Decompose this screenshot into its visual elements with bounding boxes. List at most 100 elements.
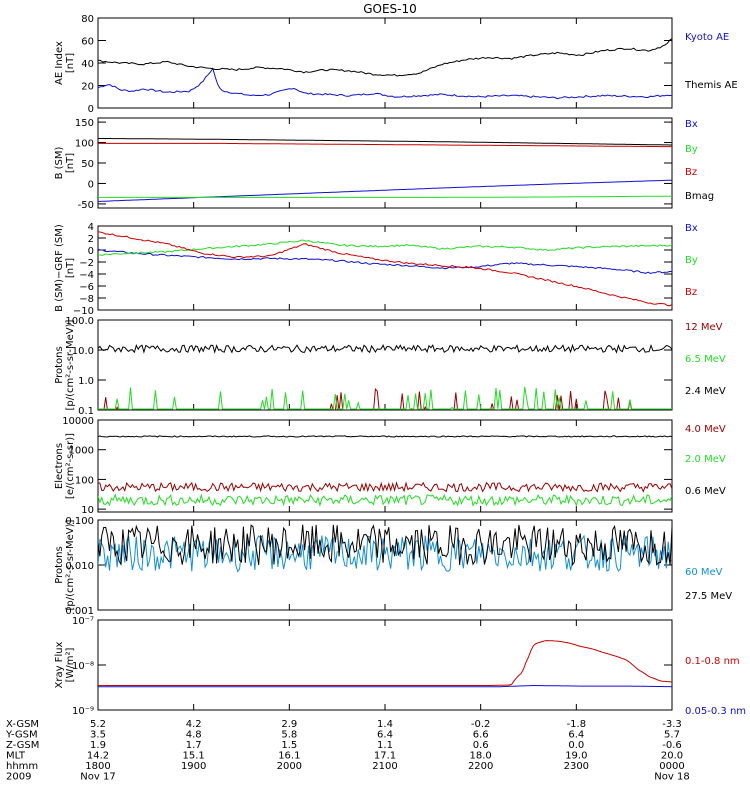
ephemeris-row-label: X-GSM bbox=[6, 719, 39, 730]
y-tick-label: 100 bbox=[75, 475, 94, 486]
ephemeris-value: 3.5 bbox=[90, 730, 106, 741]
y-tick-label: 40 bbox=[81, 59, 94, 70]
y-tick-label: −6 bbox=[79, 282, 94, 293]
series-line-12-mev bbox=[103, 387, 633, 410]
ephemeris-value: Nov 17 bbox=[80, 772, 115, 783]
ephemeris-value: 1.7 bbox=[186, 740, 202, 751]
y-axis-label: [nT] bbox=[65, 258, 76, 278]
y-axis-label: [nT] bbox=[65, 153, 76, 173]
ephemeris-value: 14.2 bbox=[87, 751, 109, 762]
panel-protons_low: 0.1 1.0 10.0 100.0 Protons [p/(cm²-s-sr-MeV)]… bbox=[54, 316, 726, 417]
ephemeris-value: 5.2 bbox=[90, 719, 106, 730]
ephemeris-value: 1.9 bbox=[90, 740, 106, 751]
y-tick-label: 10 bbox=[81, 505, 94, 516]
series-line-themis-ae bbox=[98, 38, 672, 77]
y-axis-label: [nT] bbox=[65, 53, 76, 73]
legend-entry: Bx bbox=[685, 223, 698, 234]
ephemeris-row-label: MLT bbox=[6, 751, 26, 762]
y-axis-label: Electrons bbox=[54, 443, 65, 489]
ephemeris-value: 1.4 bbox=[377, 719, 393, 730]
panel-xray: 10⁻⁹ 10⁻⁸ 10⁻⁷ Xray Flux [W/m²] 0.1-0.8 nm 0.0… bbox=[54, 616, 746, 717]
ephemeris-value: 6.6 bbox=[473, 730, 489, 741]
series-line-2-0-mev bbox=[98, 493, 672, 508]
y-tick-label: 20 bbox=[81, 82, 94, 93]
series-line-bx bbox=[98, 179, 672, 202]
y-tick-label: 0.001 bbox=[65, 606, 94, 617]
panel-bfield: -50 0 50 100 150 B (SM) [nT] Bx By Bz Bmag bbox=[54, 117, 714, 211]
ephemeris-value: 20.0 bbox=[661, 751, 683, 762]
y-axis-label: B (SM)−GRF (SM) bbox=[54, 224, 65, 312]
ephemeris-value: 17.1 bbox=[374, 751, 396, 762]
ephemeris-value: 0000 bbox=[659, 761, 684, 772]
y-tick-label: 100 bbox=[75, 139, 94, 150]
y-tick-label: −8 bbox=[79, 294, 94, 305]
y-axis-label: [p/(cm²-s-sr-MeV)] bbox=[65, 319, 76, 410]
ephemeris-value: 4.2 bbox=[186, 719, 202, 730]
y-tick-label: 10⁻⁹ bbox=[72, 706, 94, 717]
y-tick-label: 100.0 bbox=[65, 316, 94, 327]
ephemeris-row-label: 2009 bbox=[6, 772, 31, 783]
series-line-2-4-mev bbox=[98, 343, 672, 354]
y-tick-label: 1.0 bbox=[78, 376, 94, 387]
legend-entry: 2.4 MeV bbox=[685, 386, 726, 397]
ephemeris-value: 6.4 bbox=[377, 730, 393, 741]
series-line-bx bbox=[98, 248, 672, 275]
series-line-bz bbox=[98, 142, 672, 148]
y-axis-label: Protons bbox=[54, 546, 65, 583]
y-axis-label: [e/(cm²-s-sr)] bbox=[65, 433, 76, 499]
legend-entry: 12 MeV bbox=[685, 322, 723, 333]
ephemeris-value: 0.6 bbox=[473, 740, 489, 751]
y-axis-label: Xray Flux bbox=[54, 641, 65, 688]
panel-frame bbox=[97, 117, 673, 209]
legend-entry: Themis AE bbox=[684, 80, 738, 91]
series-line-4-0-mev bbox=[98, 481, 672, 493]
series-line-27-5-mev bbox=[98, 524, 672, 567]
legend-entry: 0.1-0.8 nm bbox=[685, 656, 740, 667]
series-line-0-05-0-3-nm bbox=[98, 685, 672, 688]
ephemeris-value: 1900 bbox=[181, 761, 206, 772]
y-tick-label: 150 bbox=[75, 118, 94, 129]
y-tick-label: 0.100 bbox=[65, 516, 94, 527]
series-line-0-6-mev bbox=[98, 435, 672, 438]
ephemeris-value: 5.8 bbox=[281, 730, 297, 741]
y-tick-label: 80 bbox=[81, 14, 94, 25]
y-tick-label: 60 bbox=[81, 37, 94, 48]
y-tick-label: 4 bbox=[88, 222, 94, 233]
y-axis-label: AE Index bbox=[54, 41, 65, 85]
ephemeris-row-label: Z-GSM bbox=[6, 740, 39, 751]
legend-entry: 4.0 MeV bbox=[685, 424, 726, 435]
y-tick-label: 50 bbox=[81, 159, 94, 170]
legend-entry: By bbox=[685, 144, 698, 155]
legend-entry: Bx bbox=[685, 119, 698, 130]
ephemeris-value: 5.7 bbox=[664, 730, 680, 741]
panel-frame bbox=[97, 319, 673, 411]
y-tick-label: 10⁻⁸ bbox=[72, 661, 94, 672]
panel-frame bbox=[97, 225, 673, 311]
legend-entry: 2.0 MeV bbox=[685, 454, 726, 465]
ephemeris-value: 18.0 bbox=[470, 751, 492, 762]
ephemeris-value: 1.5 bbox=[281, 740, 297, 751]
legend-entry: 0.05-0.3 nm bbox=[685, 706, 746, 717]
legend-entry: Kyoto AE bbox=[685, 32, 729, 43]
ephemeris-value: 2200 bbox=[468, 761, 493, 772]
y-axis-label: B (SM) bbox=[54, 146, 65, 179]
ephemeris-value: 2000 bbox=[277, 761, 302, 772]
y-tick-label: 0.010 bbox=[65, 561, 94, 572]
legend-entry: Bz bbox=[685, 167, 697, 178]
y-axis-label: Protons bbox=[54, 346, 65, 383]
panel-ae: 0 20 40 60 80 AE Index [nT] Kyoto AE Themis AE bbox=[54, 14, 738, 115]
ephemeris-value: 2300 bbox=[564, 761, 589, 772]
ephemeris-value: -0.6 bbox=[662, 740, 682, 751]
ephemeris-value: 2100 bbox=[372, 761, 397, 772]
legend-entry: Bmag bbox=[685, 191, 714, 202]
y-tick-label: 0 bbox=[88, 104, 94, 115]
y-tick-label: 1000 bbox=[69, 446, 94, 457]
series-line-by bbox=[98, 195, 672, 198]
legend-entry: By bbox=[685, 255, 698, 266]
ephemeris-value: -0.2 bbox=[471, 719, 491, 730]
y-tick-label: 10000 bbox=[62, 416, 94, 427]
panel-frame bbox=[97, 17, 673, 109]
series-line-0-1-0-8-nm bbox=[98, 640, 672, 686]
plot-title: GOES-10 bbox=[363, 2, 417, 16]
